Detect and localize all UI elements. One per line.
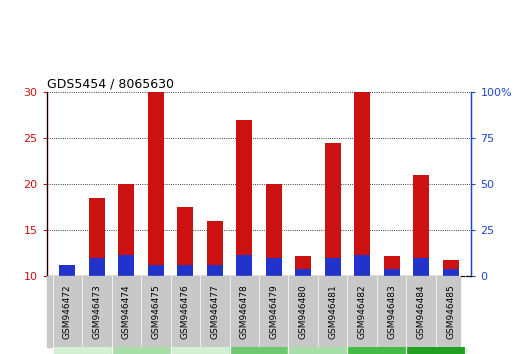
Text: GSM946483: GSM946483: [387, 284, 396, 339]
Bar: [354, 92, 370, 276]
Text: GSM946476: GSM946476: [181, 284, 190, 339]
Bar: [89, 258, 105, 276]
Text: GSM946485: GSM946485: [446, 284, 455, 339]
Bar: [111, 347, 170, 354]
Bar: [354, 255, 370, 276]
Bar: [266, 258, 282, 276]
Bar: [148, 92, 164, 276]
Bar: [177, 207, 193, 276]
Bar: [413, 258, 429, 276]
Text: GSM946478: GSM946478: [240, 284, 249, 339]
Text: GSM946472: GSM946472: [63, 284, 72, 339]
Bar: [207, 221, 223, 276]
Bar: [407, 347, 466, 354]
Bar: [177, 265, 193, 276]
Bar: [229, 347, 289, 354]
Text: GSM946477: GSM946477: [210, 284, 219, 339]
Bar: [118, 184, 134, 276]
Text: GSM946480: GSM946480: [299, 284, 308, 339]
Bar: [325, 258, 341, 276]
Bar: [266, 184, 282, 276]
Bar: [236, 255, 252, 276]
Text: GDS5454 / 8065630: GDS5454 / 8065630: [47, 78, 174, 91]
Text: GSM946475: GSM946475: [151, 284, 160, 339]
Bar: [236, 120, 252, 276]
Bar: [348, 347, 407, 354]
Bar: [413, 175, 429, 276]
Bar: [170, 347, 229, 354]
Text: GSM946474: GSM946474: [122, 284, 131, 339]
Bar: [295, 256, 311, 276]
Bar: [89, 198, 105, 276]
Bar: [289, 347, 348, 354]
Bar: [207, 265, 223, 276]
Bar: [59, 265, 76, 276]
Text: GSM946484: GSM946484: [417, 284, 426, 339]
Text: GSM946482: GSM946482: [358, 284, 367, 339]
Text: GSM946473: GSM946473: [92, 284, 101, 339]
Bar: [295, 269, 311, 276]
Bar: [52, 347, 111, 354]
Bar: [442, 269, 459, 276]
Bar: [59, 272, 76, 276]
Bar: [384, 256, 400, 276]
Bar: [325, 143, 341, 276]
Bar: [118, 255, 134, 276]
Text: GSM946481: GSM946481: [328, 284, 337, 339]
Bar: [442, 259, 459, 276]
Text: GSM946479: GSM946479: [269, 284, 278, 339]
Bar: [384, 269, 400, 276]
Bar: [148, 265, 164, 276]
